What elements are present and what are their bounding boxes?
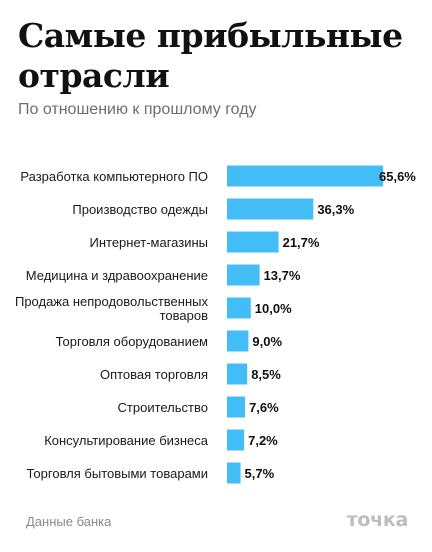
- chart-subtitle: По отношению к прошлому году: [18, 101, 257, 118]
- value-label-4: 13,7%: [264, 268, 301, 283]
- category-label-4: Медицина и здравоохранение: [26, 268, 208, 283]
- value-label-6: 9,0%: [252, 334, 282, 349]
- bar-6: [227, 330, 249, 352]
- bar-8: [227, 396, 246, 418]
- bar-7: [227, 363, 248, 385]
- bar-1: [227, 165, 383, 187]
- category-label-3: Интернет-магазины: [89, 235, 208, 250]
- bar-9: [227, 429, 245, 451]
- value-label-10: 5,7%: [245, 466, 275, 481]
- value-label-1: 65,6%: [379, 169, 416, 184]
- value-label-7: 8,5%: [251, 367, 281, 382]
- bar-10: [227, 462, 241, 484]
- value-label-3: 21,7%: [283, 235, 320, 250]
- category-label-10: Торговля бытовыми товарами: [27, 466, 209, 481]
- value-label-5: 10,0%: [255, 301, 292, 316]
- bar-chart: 65,6% Разработка компьютерного ПО 36,3% Про…: [15, 165, 416, 484]
- category-label-5-line-1: Продажа непродовольственных: [15, 294, 209, 309]
- category-label-6: Торговля оборудованием: [56, 334, 208, 349]
- value-label-8: 7,6%: [249, 400, 279, 415]
- bar-2: [227, 198, 314, 220]
- value-label-2: 36,3%: [317, 202, 354, 217]
- category-label-1: Разработка компьютерного ПО: [20, 169, 208, 184]
- category-label-7: Оптовая торговля: [100, 367, 208, 382]
- chart-title: Самые прибыльные отрасли: [18, 16, 403, 95]
- bar-3: [227, 231, 279, 253]
- category-label-9: Консультирование бизнеса: [44, 433, 209, 448]
- bar-5: [227, 297, 251, 319]
- category-label-2: Производство одежды: [72, 202, 208, 217]
- category-label-8: Строительство: [118, 400, 208, 415]
- category-label-5-line-2: товаров: [160, 308, 208, 323]
- brand-logo: точка: [346, 509, 409, 531]
- source-note: Данные банка: [26, 514, 112, 529]
- bar-4: [227, 264, 260, 286]
- value-label-9: 7,2%: [248, 433, 278, 448]
